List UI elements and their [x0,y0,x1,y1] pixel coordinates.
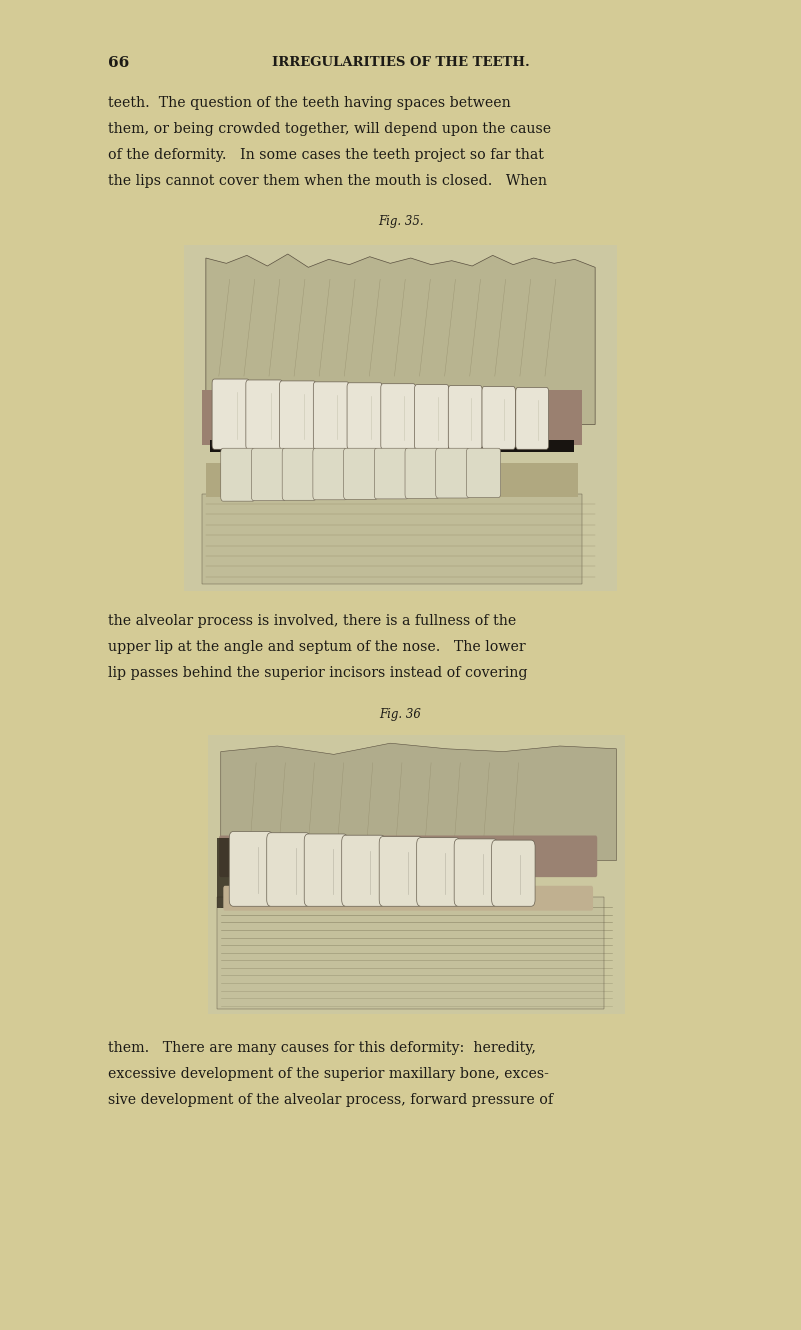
FancyBboxPatch shape [405,448,439,499]
Polygon shape [206,254,595,424]
FancyBboxPatch shape [246,380,283,450]
Bar [216,838,242,908]
Text: 66: 66 [108,56,130,70]
FancyBboxPatch shape [449,386,482,450]
Bar [206,463,578,497]
Text: teeth.  The question of the teeth having spaces between: teeth. The question of the teeth having … [108,96,511,110]
FancyBboxPatch shape [342,835,385,906]
FancyBboxPatch shape [347,383,382,450]
FancyBboxPatch shape [280,380,316,450]
FancyBboxPatch shape [436,448,470,497]
Bar [202,390,582,446]
FancyBboxPatch shape [219,835,598,876]
FancyBboxPatch shape [415,384,449,450]
FancyBboxPatch shape [313,448,347,500]
Bar [210,440,574,452]
Text: excessive development of the superior maxillary bone, exces-: excessive development of the superior ma… [108,1067,549,1081]
FancyBboxPatch shape [221,448,255,501]
FancyBboxPatch shape [417,838,460,906]
Text: upper lip at the angle and septum of the nose.   The lower: upper lip at the angle and septum of the… [108,640,525,654]
FancyBboxPatch shape [304,834,348,906]
Text: the alveolar process is involved, there is a fullness of the: the alveolar process is involved, there … [108,614,517,629]
FancyBboxPatch shape [229,831,272,906]
FancyBboxPatch shape [516,387,549,450]
FancyBboxPatch shape [267,833,310,906]
Text: the lips cannot cover them when the mouth is closed.   When: the lips cannot cover them when the mout… [108,173,547,188]
FancyBboxPatch shape [223,886,593,911]
FancyBboxPatch shape [380,384,416,450]
FancyBboxPatch shape [466,448,501,497]
Bar [208,734,625,1013]
FancyBboxPatch shape [482,387,515,450]
FancyBboxPatch shape [282,448,316,500]
Text: IRREGULARITIES OF THE TEETH.: IRREGULARITIES OF THE TEETH. [272,56,529,69]
Text: sive development of the alveolar process, forward pressure of: sive development of the alveolar process… [108,1092,553,1107]
Text: Fig. 36: Fig. 36 [380,708,421,721]
FancyBboxPatch shape [344,448,378,499]
Bar [184,245,617,591]
FancyBboxPatch shape [492,841,535,906]
Text: them, or being crowded together, will depend upon the cause: them, or being crowded together, will de… [108,122,551,136]
Text: lip passes behind the superior incisors instead of covering: lip passes behind the superior incisors … [108,666,528,681]
Bar [216,896,604,1008]
Text: them.   There are many causes for this deformity:  heredity,: them. There are many causes for this def… [108,1040,536,1055]
FancyBboxPatch shape [374,448,409,499]
Text: Fig. 35.: Fig. 35. [378,215,423,229]
Bar [202,493,582,584]
FancyBboxPatch shape [212,379,249,450]
Text: of the deformity.   In some cases the teeth project so far that: of the deformity. In some cases the teet… [108,148,544,162]
Polygon shape [221,743,617,861]
FancyBboxPatch shape [379,837,423,906]
FancyBboxPatch shape [313,382,349,450]
FancyBboxPatch shape [454,839,497,906]
FancyBboxPatch shape [252,448,286,500]
